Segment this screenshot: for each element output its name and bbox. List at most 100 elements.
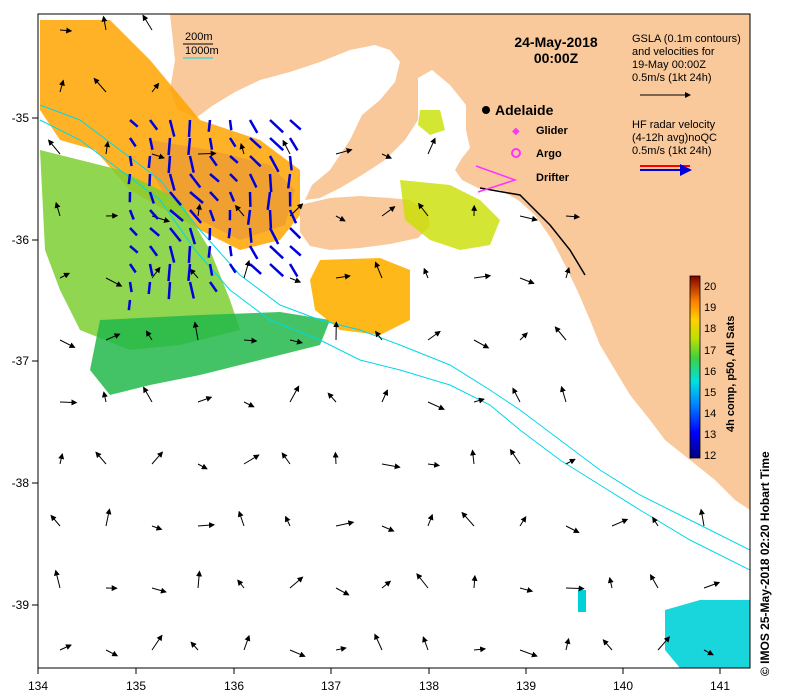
gsla-arrow xyxy=(237,510,245,527)
glider-track xyxy=(475,165,518,193)
radar-arrow xyxy=(208,209,216,222)
gsla-arrow xyxy=(473,646,487,653)
radar-arrow xyxy=(289,227,302,240)
gsla-arrow xyxy=(335,148,353,155)
gsla-arrow xyxy=(335,587,350,596)
radar-arrow xyxy=(229,155,239,164)
radar-arrow xyxy=(289,119,302,131)
gsla-arrow xyxy=(335,520,355,527)
gsla-arrow xyxy=(197,150,217,157)
radar-arrow xyxy=(167,137,172,156)
gsla-arrow xyxy=(59,644,72,651)
radar-arrow xyxy=(168,245,176,263)
radar-arrow xyxy=(228,191,236,202)
gsla-arrow xyxy=(54,201,61,217)
gsla-arrow xyxy=(95,451,107,465)
radar-arrow xyxy=(248,119,259,134)
gsla-arrow xyxy=(289,576,304,589)
radar-arrow xyxy=(148,173,152,187)
gsla-arrow xyxy=(519,516,527,527)
argo-symbol xyxy=(511,148,521,158)
radar-arrow xyxy=(269,245,284,260)
radar-arrow xyxy=(208,281,218,293)
radar-arrow xyxy=(188,155,195,173)
radar-arrow xyxy=(149,227,161,237)
gsla-arrow xyxy=(657,636,671,651)
radar-arrow xyxy=(228,245,233,257)
radar-arrow xyxy=(147,281,152,295)
gsla-arrow xyxy=(427,461,441,468)
gsla-arrow xyxy=(374,633,383,651)
gsla-line1: GSLA (0.1m contours) xyxy=(632,33,741,45)
contour-legend: 200m 1000m xyxy=(183,31,219,59)
y-tick-39: -39 xyxy=(12,598,30,612)
gsla-arrow xyxy=(335,646,347,652)
gsla-arrow xyxy=(53,569,61,589)
gsla-arrow xyxy=(101,15,108,31)
radar-arrow xyxy=(249,263,262,275)
gsla-arrow xyxy=(50,514,61,527)
radar-arrow xyxy=(128,137,137,148)
radar-arrow xyxy=(167,263,172,282)
x-tick-137: 137 xyxy=(321,679,341,693)
imos-credit: © IMOS 25-May-2018 02:20 Hobart Time xyxy=(758,451,772,676)
radar-arrow xyxy=(128,155,133,167)
gsla-arrow xyxy=(381,525,395,532)
gsla-arrow xyxy=(59,79,65,93)
radar-arrow xyxy=(148,119,159,131)
radar-arrow xyxy=(227,227,232,239)
y-axis: -35 -36 -37 -38 -39 xyxy=(12,111,38,612)
gsla-arrow xyxy=(243,634,251,651)
radar-arrow xyxy=(168,119,176,137)
x-tick-139: 139 xyxy=(516,679,536,693)
radar-arrow xyxy=(129,227,138,237)
gsla-line3: 19-May 00:00Z xyxy=(632,59,706,71)
gsla-arrow xyxy=(560,385,567,403)
radar-arrow xyxy=(269,263,285,278)
gsla-arrow xyxy=(427,401,445,410)
radar-arrow xyxy=(288,209,298,224)
radar-arrow xyxy=(128,281,133,293)
x-tick-138: 138 xyxy=(419,679,439,693)
gsla-arrow xyxy=(197,522,215,529)
sst-warm-east xyxy=(310,258,410,335)
gsla-arrow xyxy=(196,570,203,589)
sst-yellow-east xyxy=(400,180,500,250)
gsla-arrow xyxy=(554,326,567,341)
gsla-arrow xyxy=(289,277,302,284)
gsla-arrow xyxy=(703,581,721,589)
gsla-arrow xyxy=(519,649,538,658)
radar-arrow xyxy=(248,245,259,260)
cbar-tick-12: 12 xyxy=(704,450,716,462)
hf-line3: 0.5m/s (1kt 24h) xyxy=(632,145,711,157)
gsla-arrow xyxy=(243,401,255,408)
radar-arrow xyxy=(268,227,280,245)
x-tick-141: 141 xyxy=(710,679,730,693)
colorbar-label: 4h comp, p50, All Sats xyxy=(725,316,737,432)
glider-label: Glider xyxy=(536,125,569,137)
radar-arrow xyxy=(127,173,132,185)
radar-arrow xyxy=(266,191,272,210)
x-tick-136: 136 xyxy=(224,679,244,693)
sst-yellow-small xyxy=(418,110,445,135)
radar-arrow xyxy=(149,209,159,220)
gsla-arrow xyxy=(289,385,300,403)
cbar-tick-16: 16 xyxy=(704,366,716,378)
gsla-arrow xyxy=(105,649,119,657)
gsla-arrow xyxy=(470,449,477,465)
gsla-arrow xyxy=(332,451,339,465)
gsla-arrow xyxy=(381,580,392,589)
gsla-arrow xyxy=(652,516,659,527)
gsla-arrow xyxy=(422,636,429,651)
gsla-arrow xyxy=(519,332,528,341)
radar-arrow xyxy=(288,137,299,152)
gsla-arrow xyxy=(281,452,291,465)
radar-arrow xyxy=(268,173,273,193)
gsla-arrow xyxy=(143,386,153,403)
gsla-arrow xyxy=(145,330,153,341)
gsla-line4: 0.5m/s (1kt 24h) xyxy=(632,72,711,84)
gsla-arrow xyxy=(151,524,163,531)
gsla-line2: and velocities for xyxy=(632,46,715,58)
gsla-arrow xyxy=(473,339,490,349)
